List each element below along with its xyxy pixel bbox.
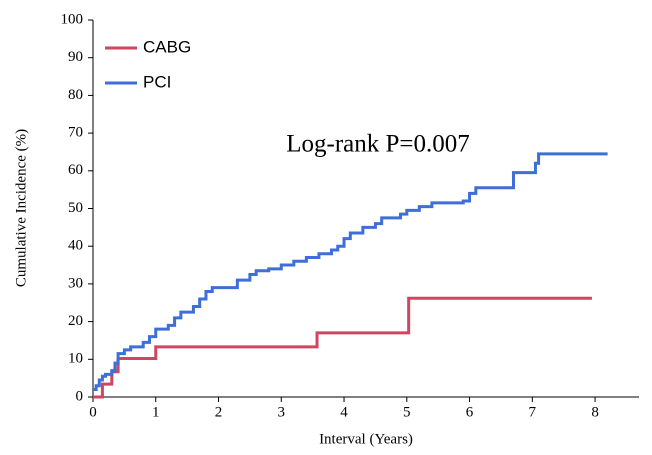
y-tick-label: 60: [68, 162, 83, 178]
y-tick-label: 100: [61, 11, 84, 27]
y-axis-label: Cumulative Incidence (%): [13, 129, 29, 287]
y-tick-label: 10: [68, 351, 83, 367]
y-tick-label: 30: [68, 275, 83, 291]
y-tick-label: 80: [68, 87, 83, 103]
x-tick-label: 7: [529, 404, 537, 420]
x-axis-label: Interval (Years): [319, 431, 413, 447]
x-tick-label: 5: [403, 404, 411, 420]
x-tick-label: 0: [89, 404, 97, 420]
y-tick-label: 0: [76, 388, 84, 404]
x-tick-label: 4: [340, 404, 348, 420]
x-tick-label: 8: [591, 404, 599, 420]
y-tick-label: 40: [68, 238, 83, 254]
x-tick-label: 6: [466, 404, 474, 420]
y-tick-label: 90: [68, 49, 83, 65]
step-line: [93, 152, 608, 391]
x-tick-label: 2: [215, 404, 223, 420]
x-tick-label: 1: [152, 404, 160, 420]
legend-label: PCI: [143, 72, 171, 91]
step-line: [93, 296, 592, 399]
x-tick-label: 3: [278, 404, 286, 420]
y-tick-label: 70: [68, 125, 83, 141]
y-tick-label: 50: [68, 200, 83, 216]
annotation: Log-rank P=0.007: [286, 131, 470, 158]
legend-label: CABG: [143, 37, 191, 56]
y-tick-label: 20: [68, 313, 83, 329]
